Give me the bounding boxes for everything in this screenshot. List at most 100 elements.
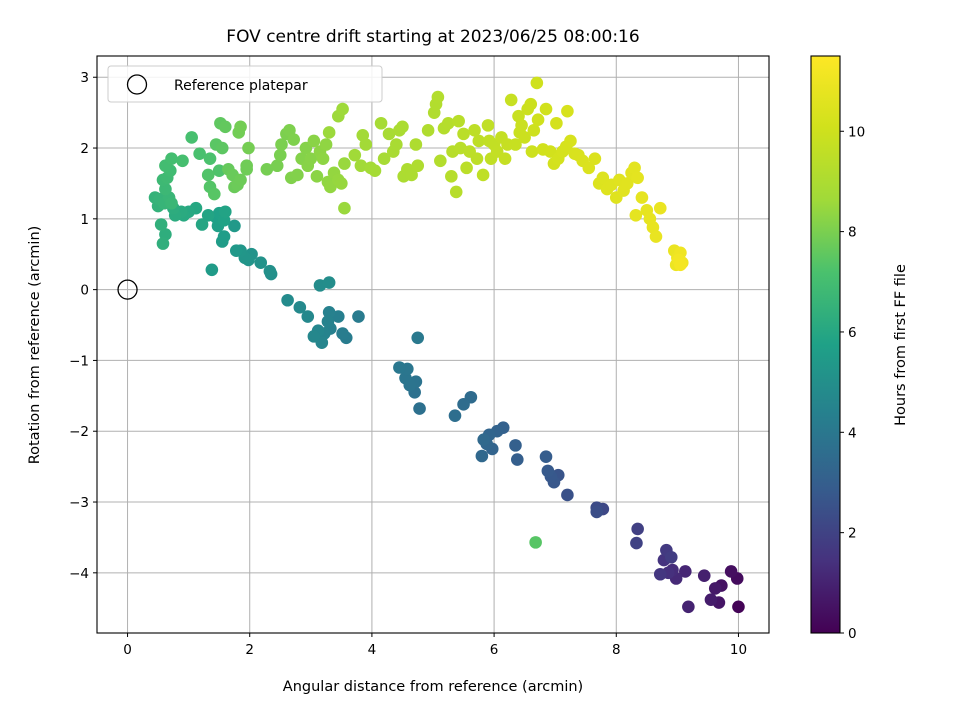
colorbar: [810, 55, 841, 634]
data-point: [628, 161, 641, 175]
data-point: [374, 116, 388, 130]
data-point: [335, 177, 348, 190]
data-point: [242, 141, 255, 155]
data-point: [218, 205, 232, 219]
data-point: [377, 152, 391, 165]
colorbar-tick-label: 10: [848, 124, 865, 140]
plot-frame: [96, 55, 770, 634]
data-point: [448, 409, 462, 422]
data-point: [445, 170, 458, 183]
data-point: [498, 152, 512, 165]
data-point: [564, 134, 577, 148]
data-point: [263, 264, 277, 278]
data-point: [322, 305, 336, 319]
data-point: [321, 315, 335, 328]
data-point: [434, 154, 447, 168]
data-point: [460, 161, 473, 175]
data-point: [352, 310, 365, 323]
data-point: [590, 505, 604, 519]
data-point: [588, 152, 602, 165]
data-point: [393, 361, 406, 374]
data-point: [596, 171, 610, 185]
data-point: [457, 398, 470, 411]
x-tick-label: 4: [368, 642, 377, 658]
data-point: [509, 138, 522, 151]
data-point: [322, 276, 336, 289]
data-point: [539, 450, 553, 464]
data-point: [529, 536, 542, 549]
data-point: [205, 263, 219, 277]
data-point: [338, 157, 351, 170]
data-point: [539, 102, 553, 116]
y-tick-label: 1: [80, 212, 89, 228]
colorbar-label: Hours from first FF file: [893, 264, 909, 426]
data-point: [382, 127, 396, 141]
data-point: [287, 133, 301, 146]
data-point: [273, 148, 287, 162]
data-point: [234, 173, 247, 187]
data-point: [472, 134, 486, 148]
data-point: [322, 126, 336, 139]
data-point: [475, 449, 489, 463]
data-point: [193, 147, 206, 161]
data-point: [413, 402, 426, 415]
data-point: [653, 201, 667, 215]
data-point: [291, 168, 304, 182]
y-tick-label: 0: [80, 283, 89, 299]
data-point: [316, 152, 330, 165]
data-point: [470, 152, 484, 165]
data-point: [405, 168, 418, 182]
data-point: [293, 301, 307, 314]
x-tick-label: 0: [123, 642, 132, 658]
data-point: [396, 120, 409, 134]
data-point: [441, 116, 455, 130]
data-point: [504, 93, 518, 107]
data-point: [674, 258, 687, 272]
data-point: [630, 536, 643, 550]
y-tick-label: 2: [80, 141, 89, 157]
data-point: [550, 116, 563, 130]
data-point: [348, 148, 362, 162]
scatter-points: [148, 76, 745, 614]
legend-marker-icon: [126, 74, 148, 95]
y-tick-label: −4: [69, 566, 89, 582]
data-point: [203, 152, 217, 165]
data-point: [207, 187, 221, 201]
data-point: [468, 124, 481, 137]
data-point: [307, 134, 321, 148]
data-point: [215, 141, 229, 155]
x-tick-label: 8: [612, 642, 621, 658]
y-tick-label: −3: [69, 495, 89, 511]
data-point: [307, 330, 321, 343]
data-point: [336, 102, 349, 116]
data-point: [481, 119, 495, 132]
x-tick-label: 6: [490, 642, 499, 658]
data-point: [708, 582, 722, 595]
data-point: [631, 522, 644, 536]
data-point: [449, 185, 463, 199]
data-point: [217, 230, 231, 243]
data-point: [165, 152, 178, 165]
data-point: [254, 256, 268, 270]
data-point: [354, 159, 368, 173]
chart-title: FOV centre drift starting at 2023/06/25 …: [226, 27, 639, 47]
data-point: [154, 218, 168, 231]
data-point: [732, 600, 745, 614]
data-point: [527, 124, 541, 137]
data-point: [524, 97, 538, 111]
legend-box: [107, 65, 383, 103]
data-point: [724, 565, 738, 578]
data-point: [359, 138, 373, 151]
data-point: [518, 131, 531, 144]
data-point: [561, 488, 574, 502]
x-tick-label: 10: [730, 642, 747, 658]
data-point: [336, 327, 349, 340]
data-point: [275, 138, 288, 151]
legend-label: Reference platepar: [174, 78, 308, 94]
data-point: [165, 196, 178, 210]
legend: Reference platepar: [107, 65, 383, 103]
colorbar-tick-label: 8: [848, 225, 857, 241]
data-point: [301, 310, 315, 323]
data-point: [185, 131, 198, 144]
